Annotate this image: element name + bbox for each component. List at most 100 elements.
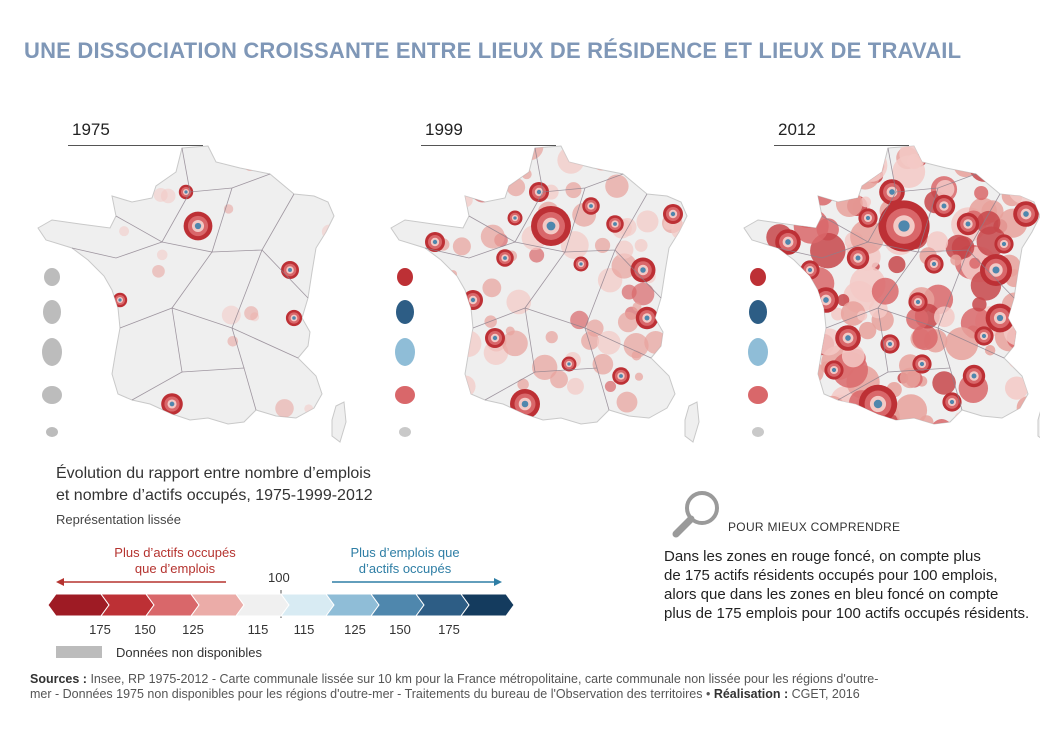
smoothed-ratio-area [888,255,906,274]
overseas-region [748,338,768,366]
overseas-region [399,427,411,437]
employment-hub [579,262,583,266]
smoothed-ratio-area [932,371,956,395]
employment-hub [865,215,871,221]
smoothed-ratio-area [483,340,509,365]
smoothed-ratio-area [976,210,1001,235]
smoothed-ratio-area [156,249,168,261]
region-boundary [887,147,977,193]
map-1999-graphic [390,145,700,443]
smoothed-ratio-area [452,237,471,256]
smoothed-ratio-area [244,306,259,321]
employment-hub [919,361,925,367]
legend-scale-label: 115 [248,622,269,637]
smoothed-ratio-area [858,321,877,340]
legend-blue-label-line: d’actifs occupés [358,561,452,576]
region-boundary [584,327,598,369]
smoothed-ratio-area [119,226,130,237]
pour-mieux-comprendre-title: POUR MIEUX COMPRENDRE [728,520,901,534]
year-underline [421,145,556,146]
legend-blue-label-line: Plus d’emplois que [350,545,460,560]
smoothed-ratio-area [974,185,989,201]
overseas-region [395,386,415,404]
france-territory [37,145,335,425]
employment-hub [292,316,296,320]
smoothed-ratio-area [631,282,655,306]
region-boundary [937,327,951,369]
overseas-region [749,300,767,324]
employment-hub [996,314,1004,322]
employment-hub [981,333,987,339]
employment-hub [1023,211,1029,217]
no-data-swatch [56,646,102,658]
explanation-line: alors que dans les zones en bleu foncé o… [664,586,999,603]
legend-red-label-line: que d’emplois [134,561,216,576]
region-boundary [614,249,662,299]
employment-hub [567,362,571,366]
smoothed-ratio-area [860,196,872,208]
smoothed-ratio-area [951,236,975,259]
smoothed-ratio-area [894,394,928,424]
region-boundary [967,249,1015,299]
smoothed-ratio-area [871,277,899,305]
employment-hub [831,367,837,373]
legend-red-label: Plus d’actifs occupés que d’emplois [100,545,250,577]
map-1975: 1975 [32,112,362,447]
legend-color-class [325,593,380,617]
smoothed-ratio-area [605,174,629,198]
legend-center-value: 100 [268,570,290,585]
overseas-region [395,338,415,366]
map-year-label: 1999 [425,120,463,139]
overseas-region [42,386,62,404]
legend-blue-arrow-head [494,578,502,586]
employment-hub [845,335,851,341]
legend-red-arrow-head [56,578,64,586]
employment-hub [898,220,910,232]
employment-hub [889,189,895,195]
map-2012: 2012 [738,112,1040,447]
overseas-region [748,386,768,404]
year-underline [774,145,909,146]
pour-mieux-comprendre-text: Dans les zones en rouge foncé, on compte… [664,547,1040,623]
smoothed-ratio-area [275,399,294,418]
map-2012-graphic [743,145,1040,439]
legend-color-class [145,593,200,617]
overseas-region [396,300,414,324]
smoothed-ratio-area [611,253,637,279]
legend-scale-label: 175 [438,622,460,637]
legend-blue-label: Plus d’emplois que d’actifs occupés [330,545,480,577]
employment-hub [169,401,175,407]
legend-color-class [235,593,290,617]
employment-hub [546,221,556,231]
smoothed-ratio-area [972,297,987,312]
smoothed-ratio-area [1005,376,1029,400]
legend-scale-label: 125 [182,622,204,637]
smoothed-ratio-area [934,306,955,328]
year-underline [68,145,203,146]
employment-hub [589,204,593,208]
no-data-label: Données non disponibles [116,645,262,660]
region-boundary [261,249,309,299]
employment-hub [1001,241,1007,247]
legend-scale-label: 150 [134,622,156,637]
smoothed-ratio-area [517,378,529,391]
overseas-region [44,268,60,286]
overseas-region [43,300,61,324]
employment-hub [873,399,883,409]
map-year-label: 2012 [778,120,816,139]
smoothed-ratio-area [950,254,962,266]
region-boundary [937,327,1005,359]
legend-color-class [190,593,245,617]
smoothed-ratio-area [906,307,929,331]
overseas-region [42,338,62,366]
corsica-territory [684,401,700,443]
employment-hub [288,268,292,272]
employment-hub [785,239,791,245]
employment-hub [619,374,623,378]
employment-hub [941,203,947,209]
sources-text: mer - Données 1975 non disponibles pour … [30,687,714,701]
employment-hub [644,315,650,321]
smoothed-ratio-area [935,179,955,199]
legend-color-class [47,593,110,617]
legend-scale-label: 125 [344,622,366,637]
